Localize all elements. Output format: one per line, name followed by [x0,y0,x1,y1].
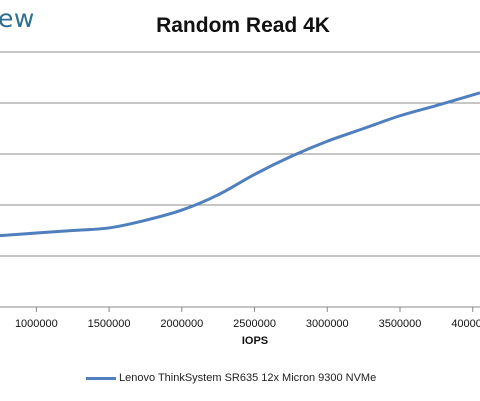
legend: Lenovo ThinkSystem SR635 12x Micron 9300… [86,372,376,384]
x-tick-label: 1000000 [15,318,58,330]
chart-title-text: Random Read 4K [156,14,330,37]
legend-swatch [86,376,116,380]
grid-lines [0,51,480,308]
x-tick-label: 3000000 [306,318,349,330]
logo-wordmark-fragment: ew [0,4,35,33]
legend-label: Lenovo ThinkSystem SR635 12x Micron 9300… [119,372,377,384]
x-tick-label: 3500000 [379,318,422,330]
x-tick-label: 1500000 [88,318,131,330]
series-lines [0,91,480,238]
x-tick-label: 2500000 [233,318,276,330]
series-line [0,91,480,238]
x-tick-label: 4000000 [451,318,480,330]
x-axis-label: IOPS [241,335,269,347]
x-tick-label: 2000000 [160,318,203,330]
x-axis-ticks: 1000000 1500000 2000000 2500000 3000000 35000… [15,307,480,330]
chart-title: Random Read 4K [0,14,480,38]
